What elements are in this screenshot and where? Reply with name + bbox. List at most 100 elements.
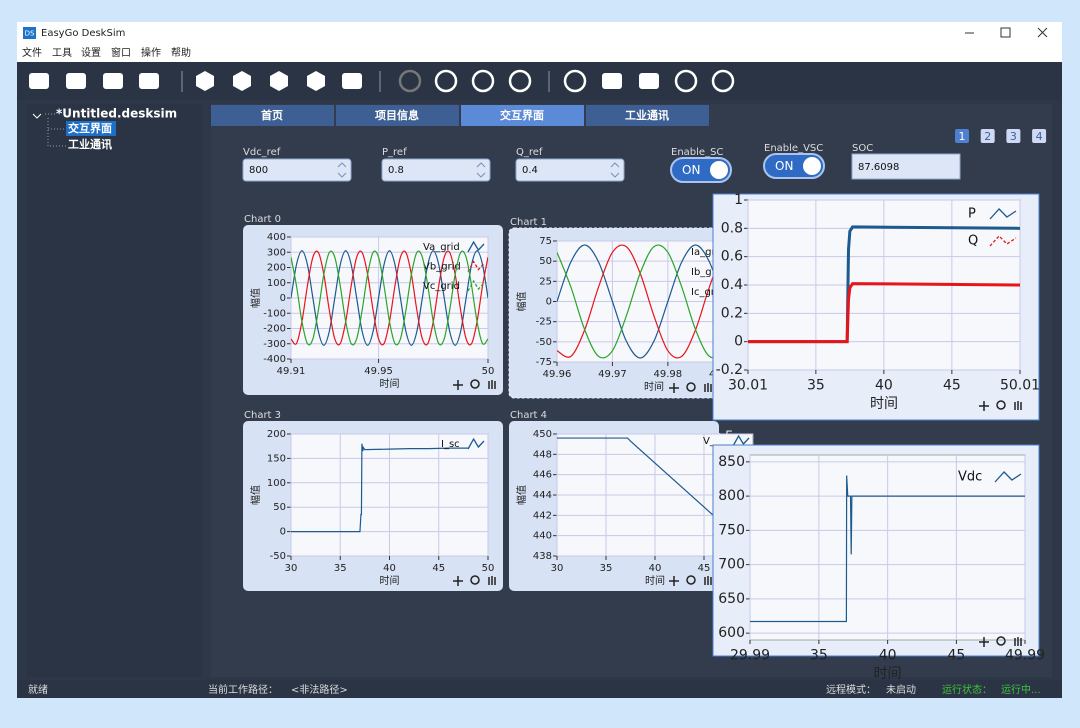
page-label[interactable]: 1	[959, 130, 966, 143]
toolbar-button[interactable]	[103, 73, 123, 89]
x-axis-label: 时间	[870, 396, 898, 412]
y-tick-label: -300	[263, 339, 286, 350]
y-tick-label: 700	[718, 557, 745, 573]
toolbar-button[interactable]	[639, 73, 659, 89]
x-tick-label: 49.98	[654, 369, 683, 380]
toolbar-button[interactable]	[398, 69, 422, 93]
spinner[interactable]	[337, 162, 347, 178]
tab[interactable]	[586, 105, 709, 126]
toolbar-button[interactable]	[139, 73, 159, 89]
tab[interactable]	[211, 105, 334, 126]
cursor-tool[interactable]	[979, 401, 989, 411]
toolbar-button[interactable]	[471, 69, 495, 93]
zoom-tool[interactable]	[470, 575, 480, 585]
y-tick-label: 0	[546, 297, 552, 308]
pan-tool[interactable]	[704, 576, 712, 585]
tab-label[interactable]: 交互界面	[500, 108, 544, 122]
y-tick-label: 300	[267, 247, 286, 258]
numeric-value[interactable]: 0.4	[522, 165, 538, 176]
control-label: Enable_SC	[671, 147, 723, 158]
y-tick-label: -75	[536, 357, 552, 368]
y-tick-label: 50	[273, 502, 286, 513]
numeric-input[interactable]	[242, 158, 352, 182]
toolbar-button[interactable]	[563, 69, 587, 93]
page-button[interactable]	[980, 129, 995, 143]
toggle-knob[interactable]	[803, 157, 821, 175]
tab-label[interactable]: 首页	[261, 108, 283, 122]
zoom-tool[interactable]	[470, 379, 480, 389]
zoom-tool[interactable]	[996, 636, 1006, 646]
page-button[interactable]	[1032, 129, 1047, 143]
series-line	[748, 282, 1020, 344]
tree-item[interactable]: 交互界面	[68, 121, 112, 135]
y-axis-label: 幅值	[515, 485, 528, 505]
numeric-input[interactable]	[381, 158, 491, 182]
zoom-tool[interactable]	[996, 400, 1006, 410]
page-label[interactable]: 4	[1036, 130, 1043, 143]
toolbar-button[interactable]	[434, 69, 458, 93]
toolbar-button[interactable]	[270, 71, 288, 91]
pan-tool[interactable]	[488, 380, 496, 389]
toggle-state[interactable]: ON	[682, 163, 700, 177]
toolbar-button[interactable]	[307, 71, 325, 91]
toolbar-button[interactable]	[508, 69, 532, 93]
cursor-tool[interactable]	[453, 576, 463, 586]
tab-label[interactable]: 项目信息	[375, 108, 419, 122]
numeric-value[interactable]: 0.8	[388, 165, 404, 176]
menu-item[interactable]: 操作	[141, 46, 161, 59]
zoom-tool[interactable]	[686, 382, 696, 392]
tab[interactable]	[461, 105, 584, 126]
toolbar-button[interactable]	[29, 73, 49, 89]
tree-root[interactable]: *Untitled.desksim	[56, 107, 177, 121]
pan-tool[interactable]	[1014, 637, 1022, 646]
pan-tool[interactable]	[488, 576, 496, 585]
page-button[interactable]	[1006, 129, 1021, 143]
tree-item[interactable]: 工业通讯	[68, 137, 112, 151]
pan-tool[interactable]	[704, 383, 712, 392]
toolbar-button[interactable]	[602, 73, 622, 89]
x-tick-label: 30	[285, 563, 298, 574]
tab-label[interactable]: 工业通讯	[625, 108, 669, 122]
y-tick-label: 200	[267, 429, 286, 440]
y-tick-label: 0	[280, 527, 286, 538]
numeric-input[interactable]	[515, 158, 625, 182]
page-label[interactable]: 3	[1010, 130, 1017, 143]
cursor-tool[interactable]	[669, 576, 679, 586]
toolbar-button[interactable]	[66, 73, 86, 89]
menu-item[interactable]: 设置	[81, 47, 101, 59]
toolbar-button[interactable]	[196, 71, 214, 91]
menu-item[interactable]: 文件	[22, 46, 42, 59]
tab[interactable]	[336, 105, 459, 126]
maximize-button[interactable]	[1000, 27, 1011, 38]
x-tick-label: 40	[879, 648, 897, 664]
page-button[interactable]	[955, 129, 969, 143]
status-path: <非法路径>	[291, 683, 348, 696]
toolbar-button[interactable]	[233, 71, 251, 91]
toolbar-button[interactable]	[342, 73, 362, 89]
menu-item[interactable]: 工具	[52, 47, 72, 59]
zoom-tool[interactable]	[686, 575, 696, 585]
toggle-knob[interactable]	[710, 161, 728, 179]
toolbar-button[interactable]	[711, 69, 735, 93]
menu-item[interactable]: 窗口	[111, 46, 131, 59]
spinner[interactable]	[610, 162, 620, 178]
cursor-tool[interactable]	[453, 380, 463, 390]
numeric-value[interactable]: 800	[249, 165, 268, 176]
tree-expander[interactable]	[32, 113, 42, 119]
toolbar-button[interactable]	[674, 69, 698, 93]
menu-item[interactable]: 帮助	[171, 46, 191, 59]
x-tick-label: 45	[943, 378, 961, 394]
legend-icon	[994, 471, 1022, 483]
pan-tool[interactable]	[1014, 401, 1022, 410]
cursor-tool[interactable]	[979, 637, 989, 647]
x-tick-label: 45	[698, 563, 711, 574]
x-axis-label: 时间	[644, 380, 664, 393]
cursor-tool[interactable]	[669, 383, 679, 393]
x-tick-label: 45	[947, 648, 965, 664]
legend-icon	[467, 260, 485, 272]
control-label: Vdc_ref	[243, 147, 281, 158]
toggle-state[interactable]: ON	[775, 159, 793, 173]
close-button[interactable]	[1037, 27, 1048, 38]
page-label[interactable]: 2	[984, 130, 991, 143]
spinner[interactable]	[476, 162, 486, 178]
